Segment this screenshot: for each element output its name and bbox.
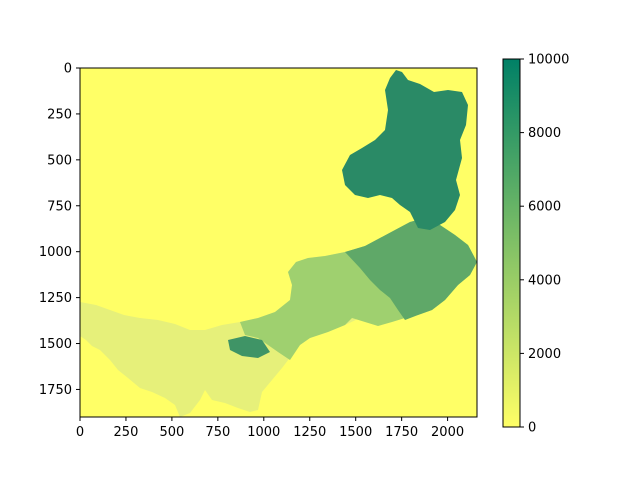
colorbar: 0 2000 4000 6000 8000 10000 [502, 53, 569, 436]
colorbar-tick-label: 10000 [528, 53, 569, 68]
colorbar-tick-label: 0 [528, 421, 536, 436]
x-tick-label: 0 [76, 425, 84, 440]
x-tick-label: 2000 [431, 425, 464, 440]
map-region-east [345, 218, 477, 320]
colorbar-gradient [502, 58, 521, 428]
y-tick-label: 750 [47, 199, 72, 214]
x-tick-label: 1500 [339, 425, 372, 440]
y-tick-label: 1250 [39, 291, 72, 306]
y-tick-label: 1500 [39, 337, 72, 352]
colorbar-tick-label: 8000 [528, 126, 561, 141]
plot-area [79, 67, 478, 418]
y-axis: 0 250 500 750 1000 1250 1500 1750 [39, 62, 80, 398]
x-tick-label: 750 [205, 425, 230, 440]
x-tick-label: 1000 [247, 425, 280, 440]
y-tick-label: 500 [47, 153, 72, 168]
map-region-northeast [342, 70, 468, 230]
y-tick-label: 1000 [39, 245, 72, 260]
x-axis: 0 250 500 750 1000 1250 1500 1750 2000 [76, 417, 464, 440]
image-map [80, 70, 477, 417]
colorbar-tick-label: 2000 [528, 347, 561, 362]
colorbar-ticks: 0 2000 4000 6000 8000 10000 [520, 53, 569, 436]
x-tick-label: 250 [114, 425, 139, 440]
colorbar-tick-label: 4000 [528, 273, 561, 288]
axes-frame [79, 67, 478, 418]
x-tick-label: 1750 [385, 425, 418, 440]
y-tick-label: 0 [64, 62, 72, 77]
map-river-detail [228, 336, 270, 358]
x-tick-label: 1250 [293, 425, 326, 440]
x-tick-label: 500 [159, 425, 184, 440]
y-tick-label: 1750 [39, 383, 72, 398]
colorbar-tick-label: 6000 [528, 200, 561, 215]
y-tick-label: 250 [47, 107, 72, 122]
